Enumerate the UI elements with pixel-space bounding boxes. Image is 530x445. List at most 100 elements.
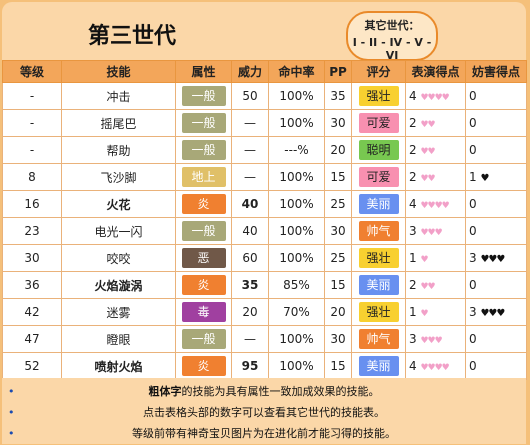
move-table: 等级 技能 属性 威力 命中率 PP 评分 表演得点 妨害得点 - 冲击 一般 50 1… xyxy=(2,60,527,380)
pp-cell: 15 xyxy=(324,271,352,299)
link-separator: - xyxy=(426,36,432,49)
pp-cell: 20 xyxy=(324,136,352,164)
jam-cell: 0 xyxy=(465,82,527,110)
link-separator: - xyxy=(405,36,411,49)
appeal-hearts-icon: ♥♥♥♥ xyxy=(420,363,449,373)
condition-cell: 美丽 xyxy=(351,352,406,380)
gen-link-1[interactable]: I xyxy=(352,36,357,49)
table-row: 30 咬咬恶 60 100% 25 强壮 1 ♥ 3 ♥♥♥ xyxy=(2,244,527,272)
move-name-cell[interactable]: 电光一闪 xyxy=(61,217,176,245)
type-cell: 毒 xyxy=(175,298,232,326)
move-name-cell[interactable]: 摇尾巴 xyxy=(61,109,176,137)
table-row: 52 喷射火焰炎 95 100% 15 美丽 4 ♥♥♥♥ 0 xyxy=(2,352,527,380)
accuracy-cell: 70% xyxy=(268,298,325,326)
table-row: 42 迷雾毒 20 70% 20 强壮 1 ♥ 3 ♥♥♥ xyxy=(2,298,527,326)
type-cell: 一般 xyxy=(175,217,232,245)
appeal-value: 4 xyxy=(409,197,417,211)
gen-link-2[interactable]: II xyxy=(369,36,378,49)
col-header-jam[interactable]: 妨害得点 xyxy=(465,60,527,83)
pp-cell: 25 xyxy=(324,190,352,218)
note-bold: 粗体字 xyxy=(148,385,182,398)
move-name-cell[interactable]: 喷射火焰 xyxy=(61,352,176,380)
level-cell: - xyxy=(2,109,62,137)
condition-badge: 美丽 xyxy=(358,275,399,295)
col-header-power[interactable]: 威力 xyxy=(231,60,269,83)
appeal-hearts-icon: ♥ xyxy=(420,309,428,319)
gen-link-4[interactable]: IV xyxy=(389,36,403,49)
table-header-row: 等级 技能 属性 威力 命中率 PP 评分 表演得点 妨害得点 xyxy=(2,60,527,83)
condition-cell: 强壮 xyxy=(351,298,406,326)
jam-cell: 0 xyxy=(465,190,527,218)
move-name-cell[interactable]: 瞪眼 xyxy=(61,325,176,353)
type-badge[interactable]: 炎 xyxy=(181,356,226,376)
power-cell: 95 xyxy=(231,352,269,380)
move-name-cell[interactable]: 咬咬 xyxy=(61,244,176,272)
condition-cell: 帅气 xyxy=(351,217,406,245)
level-cell: 16 xyxy=(2,190,62,218)
gen-link-5[interactable]: V xyxy=(414,36,423,49)
power-cell: 40 xyxy=(231,190,269,218)
appeal-hearts-icon: ♥♥ xyxy=(420,174,435,184)
col-header-pp[interactable]: PP xyxy=(324,60,352,83)
appeal-value: 3 xyxy=(409,224,417,238)
col-header-appeal[interactable]: 表演得点 xyxy=(405,60,466,83)
level-cell: - xyxy=(2,136,62,164)
note-text: 等级前带有神奇宝贝图片为在进化前才能习得的技能。 xyxy=(132,427,396,440)
power-cell: — xyxy=(231,109,269,137)
accuracy-cell: 100% xyxy=(268,109,325,137)
condition-badge: 美丽 xyxy=(358,356,399,376)
type-badge[interactable]: 炎 xyxy=(181,275,226,295)
type-badge[interactable]: 一般 xyxy=(181,86,226,106)
type-badge[interactable]: 一般 xyxy=(181,221,226,241)
move-name-cell[interactable]: 迷雾 xyxy=(61,298,176,326)
col-header-accuracy[interactable]: 命中率 xyxy=(268,60,325,83)
jam-cell: 0 xyxy=(465,271,527,299)
type-badge[interactable]: 一般 xyxy=(181,113,226,133)
gen-link-6[interactable]: VI xyxy=(385,49,399,62)
condition-badge: 聪明 xyxy=(358,140,399,160)
move-name-cell[interactable]: 飞沙脚 xyxy=(61,163,176,191)
pp-cell: 30 xyxy=(324,217,352,245)
type-cell: 一般 xyxy=(175,109,232,137)
type-cell: 地上 xyxy=(175,163,232,191)
jam-cell: 3 ♥♥♥ xyxy=(465,298,527,326)
type-badge[interactable]: 毒 xyxy=(181,302,226,322)
col-header-type[interactable]: 属性 xyxy=(175,60,232,83)
table-row: 36 火焰漩涡炎 35 85% 15 美丽 2 ♥♥ 0 xyxy=(2,271,527,299)
appeal-cell: 1 ♥ xyxy=(405,298,466,326)
pp-cell: 30 xyxy=(324,325,352,353)
condition-cell: 强壮 xyxy=(351,244,406,272)
type-badge[interactable]: 恶 xyxy=(181,248,226,268)
jam-value: 0 xyxy=(469,89,477,103)
level-cell: - xyxy=(2,82,62,110)
power-cell: 50 xyxy=(231,82,269,110)
type-badge[interactable]: 炎 xyxy=(181,194,226,214)
appeal-value: 1 xyxy=(409,251,417,265)
appeal-value: 4 xyxy=(409,89,417,103)
type-badge[interactable]: 一般 xyxy=(181,329,226,349)
move-name-cell[interactable]: 火花 xyxy=(61,190,176,218)
appeal-cell: 3 ♥♥♥ xyxy=(405,217,466,245)
appeal-value: 3 xyxy=(409,332,417,346)
type-badge[interactable]: 一般 xyxy=(181,140,226,160)
condition-badge: 帅气 xyxy=(358,329,399,349)
appeal-hearts-icon: ♥♥ xyxy=(420,282,435,292)
type-badge[interactable]: 地上 xyxy=(181,167,226,187)
move-name-cell[interactable]: 冲击 xyxy=(61,82,176,110)
col-header-level[interactable]: 等级 xyxy=(2,60,62,83)
appeal-value: 2 xyxy=(409,116,417,130)
level-cell: 30 xyxy=(2,244,62,272)
condition-badge: 美丽 xyxy=(358,194,399,214)
accuracy-cell: 100% xyxy=(268,163,325,191)
bullet-icon: • xyxy=(8,427,15,440)
jam-cell: 3 ♥♥♥ xyxy=(465,244,527,272)
generation-title: 第三世代 xyxy=(88,24,177,49)
move-name-cell[interactable]: 火焰漩涡 xyxy=(61,271,176,299)
level-cell: 36 xyxy=(2,271,62,299)
move-name-cell[interactable]: 帮助 xyxy=(61,136,176,164)
other-generations-box: 其它世代： I - II - IV - V - VI xyxy=(346,11,438,62)
col-header-condition[interactable]: 评分 xyxy=(351,60,406,83)
col-header-move[interactable]: 技能 xyxy=(61,60,176,83)
pp-cell: 15 xyxy=(324,163,352,191)
